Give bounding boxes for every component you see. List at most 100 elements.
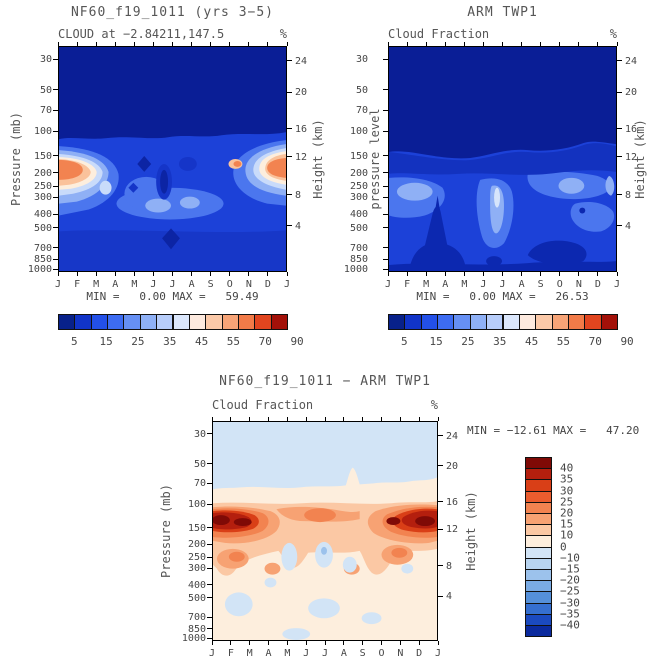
month-label: J <box>499 279 506 290</box>
pressure-tick <box>383 155 388 157</box>
height-tick <box>617 225 622 227</box>
month-tick <box>248 42 250 46</box>
pressure-tick <box>207 616 212 618</box>
month-tick <box>286 272 288 276</box>
month-tick <box>305 417 307 421</box>
month-tick <box>425 42 427 46</box>
month-label: M <box>461 279 468 290</box>
month-label: J <box>208 648 216 659</box>
month-label: J <box>169 279 176 290</box>
height-tick-label: 24 <box>446 430 459 442</box>
month-tick <box>210 42 212 46</box>
difference-contour-field <box>213 422 437 640</box>
difference-title: NF60_f19_1011 − ARM TWP1 <box>219 374 431 389</box>
pressure-tick <box>53 227 58 229</box>
colorbar-cell <box>74 314 92 330</box>
month-tick <box>267 42 269 46</box>
colorbar-tick-label: 25 <box>560 495 574 509</box>
month-tick <box>463 272 465 276</box>
pressure-tick <box>383 196 388 198</box>
month-tick <box>482 272 484 276</box>
colorbar-cell <box>107 314 125 330</box>
pressure-tick-label: 400 <box>33 209 52 221</box>
colorbar-cell <box>469 314 488 330</box>
height-tick <box>287 156 292 158</box>
month-tick <box>437 417 439 421</box>
difference-ylabel-height: Height (km) <box>464 491 478 571</box>
height-tick <box>438 565 443 567</box>
colorbar-tick-label: 40 <box>560 461 574 475</box>
pressure-tick-label: 300 <box>187 563 206 575</box>
month-tick <box>230 417 232 421</box>
month-tick <box>133 42 135 46</box>
month-tick <box>211 641 213 645</box>
colorbar-cell <box>600 314 618 330</box>
colorbar-tick-label: 35 <box>493 335 507 348</box>
height-tick-label: 12 <box>625 151 638 163</box>
colorbar-tick-label: 30 <box>560 484 574 498</box>
month-label: A <box>518 279 525 290</box>
pressure-tick-label: 300 <box>349 192 368 204</box>
colorbar-cell <box>404 314 422 330</box>
month-tick <box>444 42 446 46</box>
pressure-tick <box>207 543 212 545</box>
pressure-tick-label: 30 <box>193 428 206 440</box>
obs-plot-area <box>388 46 617 272</box>
month-tick <box>616 272 618 276</box>
pressure-tick-label: 50 <box>355 84 368 96</box>
colorbar-cell <box>139 314 158 330</box>
pressure-tick-label: 150 <box>349 150 368 162</box>
month-label: J <box>150 279 157 290</box>
pressure-tick-label: 700 <box>349 242 368 254</box>
month-tick <box>578 42 580 46</box>
colorbar-tick-label: 70 <box>258 335 272 348</box>
month-tick <box>286 641 288 645</box>
height-tick <box>287 225 292 227</box>
month-label: O <box>378 648 385 659</box>
month-tick <box>133 272 135 276</box>
month-tick <box>152 42 154 46</box>
colorbar-tick-label: 55 <box>556 335 571 348</box>
model-plot-area <box>58 46 287 272</box>
pressure-tick-label: 70 <box>193 478 206 490</box>
month-tick <box>305 641 307 645</box>
pressure-tick <box>207 637 212 639</box>
month-label: J <box>321 648 329 659</box>
month-tick <box>559 42 561 46</box>
month-tick <box>343 641 345 645</box>
height-tick-label: 24 <box>625 55 638 67</box>
month-tick <box>248 272 250 276</box>
month-label: J <box>54 279 62 290</box>
month-tick <box>76 272 78 276</box>
month-tick <box>229 272 231 276</box>
pressure-tick-label: 250 <box>187 552 206 564</box>
month-label: O <box>226 279 233 290</box>
colorbar-tick-label: 10 <box>560 528 574 542</box>
month-tick <box>559 272 561 276</box>
month-label: S <box>359 648 366 659</box>
month-label: J <box>613 279 621 290</box>
colorbar-cell <box>123 314 141 330</box>
month-label: A <box>340 648 347 659</box>
month-tick <box>76 42 78 46</box>
month-tick <box>191 272 193 276</box>
month-tick <box>114 42 116 46</box>
month-label: D <box>416 648 423 659</box>
month-tick <box>210 272 212 276</box>
month-label: S <box>207 279 214 290</box>
pressure-tick <box>207 628 212 630</box>
pressure-tick-label: 200 <box>187 539 206 551</box>
pressure-tick-label: 500 <box>33 222 52 234</box>
month-label: A <box>188 279 195 290</box>
pressure-tick <box>383 130 388 132</box>
month-label: F <box>404 279 411 290</box>
height-tick <box>287 194 292 196</box>
colorbar-tick-label: −15 <box>560 562 580 576</box>
month-tick <box>482 42 484 46</box>
month-tick <box>502 272 503 276</box>
pressure-tick <box>53 58 58 60</box>
pressure-tick <box>207 463 212 465</box>
height-tick <box>287 60 292 62</box>
obs-title: ARM TWP1 <box>467 5 538 20</box>
